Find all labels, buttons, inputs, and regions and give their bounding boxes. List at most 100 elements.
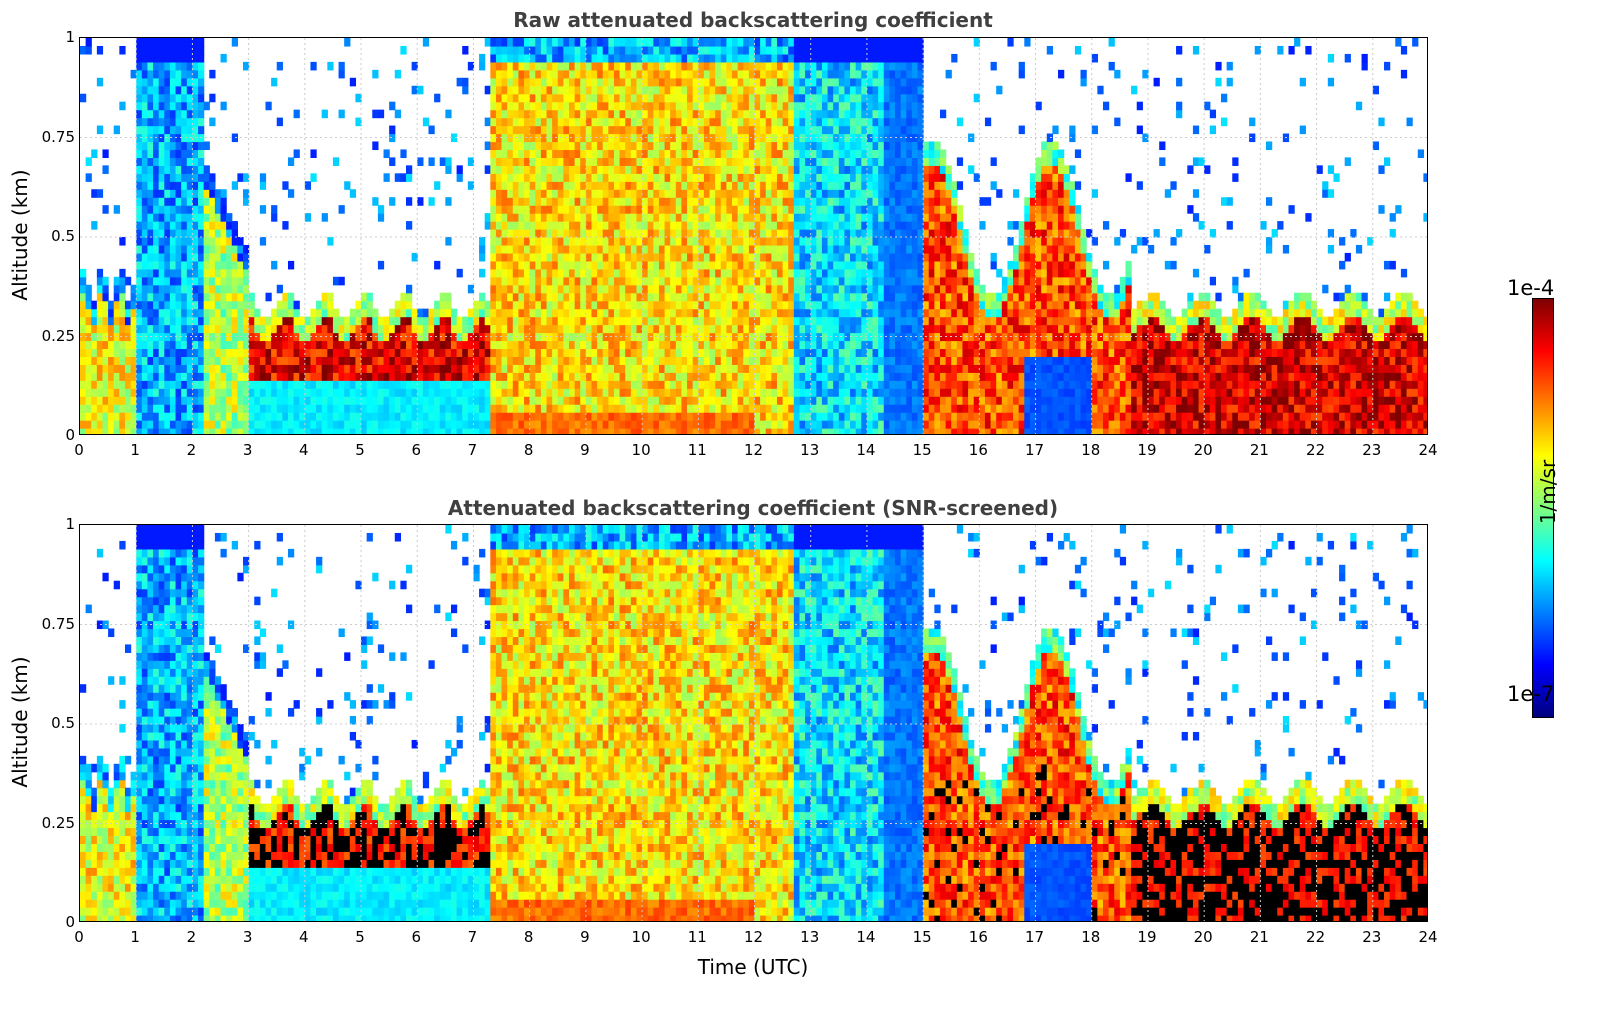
heatmap-cell <box>580 165 587 174</box>
heatmap-cell <box>664 173 671 182</box>
heatmap-cell <box>793 292 801 302</box>
heatmap-cell <box>495 372 503 381</box>
heatmap-cell <box>636 324 643 334</box>
heatmap-cell <box>613 268 621 278</box>
heatmap-cell <box>372 380 379 389</box>
heatmap-cell <box>366 308 373 318</box>
heatmap-cell <box>141 109 149 119</box>
heatmap-cell <box>220 260 227 270</box>
heatmap-cell <box>181 117 188 127</box>
heatmap-cell <box>327 340 334 350</box>
heatmap-cell <box>518 388 525 397</box>
heatmap-cell <box>434 420 441 429</box>
heatmap-cell <box>720 93 727 103</box>
heatmap-cell <box>816 117 823 127</box>
heatmap-cell <box>394 340 401 350</box>
heatmap-cell <box>658 332 666 342</box>
heatmap-cell <box>540 93 548 103</box>
heatmap-cell <box>198 117 205 127</box>
heatmap-cell <box>181 38 188 47</box>
heatmap-cell <box>507 300 514 310</box>
heatmap-cell <box>349 324 357 334</box>
heatmap-cell <box>557 181 564 190</box>
heatmap-cell <box>754 85 761 95</box>
heatmap-cell <box>737 340 744 350</box>
heatmap-cell <box>810 412 817 421</box>
heatmap-cell <box>181 364 188 373</box>
heatmap-cell <box>658 133 666 143</box>
heatmap-cell <box>692 340 699 350</box>
heatmap-cell <box>411 420 418 429</box>
heatmap-cell <box>80 340 87 350</box>
heatmap-cell <box>698 428 705 434</box>
heatmap-cell <box>389 428 396 434</box>
heatmap-cell <box>231 237 238 246</box>
heatmap-cell <box>91 316 98 326</box>
heatmap-cell <box>782 364 789 373</box>
heatmap-cell <box>658 149 666 158</box>
heatmap-cell <box>776 372 784 381</box>
heatmap-cell <box>158 252 165 262</box>
heatmap-cell <box>630 149 638 158</box>
heatmap-cell <box>226 348 233 357</box>
heatmap-cell <box>507 213 514 222</box>
heatmap-cell <box>619 268 626 278</box>
heatmap-cell <box>748 372 756 381</box>
heatmap-cell <box>782 53 789 63</box>
heatmap-cell <box>653 181 660 190</box>
heatmap-cell <box>687 252 694 262</box>
heatmap-cell <box>805 197 812 206</box>
heatmap-cell <box>389 101 396 111</box>
heatmap-cell <box>518 244 525 254</box>
heatmap-cell <box>810 77 817 87</box>
heatmap-cell <box>512 237 520 246</box>
heatmap-cell <box>102 165 109 174</box>
heatmap-cell <box>124 324 132 334</box>
heatmap-cell <box>799 173 806 182</box>
heatmap-cell <box>186 316 194 326</box>
heatmap-cell <box>642 284 649 294</box>
heatmap-cell <box>80 316 87 326</box>
heatmap-cell <box>546 61 553 71</box>
heatmap-cell <box>141 61 149 71</box>
heatmap-cell <box>658 117 666 127</box>
heatmap-cell <box>771 300 778 310</box>
heatmap-cell <box>799 205 806 214</box>
heatmap-cell <box>687 268 694 278</box>
heatmap-cell <box>501 229 508 238</box>
heatmap-cell <box>501 396 508 405</box>
heatmap-cell <box>495 316 503 326</box>
heatmap-cell <box>153 348 160 357</box>
heatmap-cell <box>642 117 649 127</box>
heatmap-cell <box>479 244 486 254</box>
heatmap-cell <box>389 332 396 342</box>
heatmap-cell <box>332 420 340 429</box>
heatmap-cell <box>164 284 171 294</box>
heatmap-cell <box>304 396 312 405</box>
heatmap-cell <box>524 93 531 103</box>
heatmap-cell <box>192 38 199 47</box>
heatmap-cell <box>383 372 390 381</box>
heatmap-cell <box>821 412 829 421</box>
heatmap-cell <box>692 197 699 206</box>
heatmap-cell <box>692 213 699 222</box>
heatmap-cell <box>484 308 491 318</box>
heatmap-cell <box>462 45 469 55</box>
heatmap-cell <box>810 141 817 151</box>
heatmap-cell <box>776 364 784 373</box>
heatmap-cell <box>591 109 598 119</box>
heatmap-cell <box>743 348 750 357</box>
heatmap-cell <box>805 244 812 254</box>
heatmap-cell <box>265 380 272 389</box>
heatmap-cell <box>821 316 829 326</box>
heatmap-cell <box>276 388 283 397</box>
heatmap-cell <box>642 213 649 222</box>
heatmap-cell <box>613 197 621 206</box>
heatmap-cell <box>141 268 149 278</box>
heatmap-cell <box>563 276 570 286</box>
heatmap-cell <box>608 157 615 166</box>
heatmap-cell <box>552 93 559 103</box>
heatmap-cell <box>703 213 711 222</box>
heatmap-cell <box>782 45 789 55</box>
heatmap-cell <box>636 45 643 55</box>
